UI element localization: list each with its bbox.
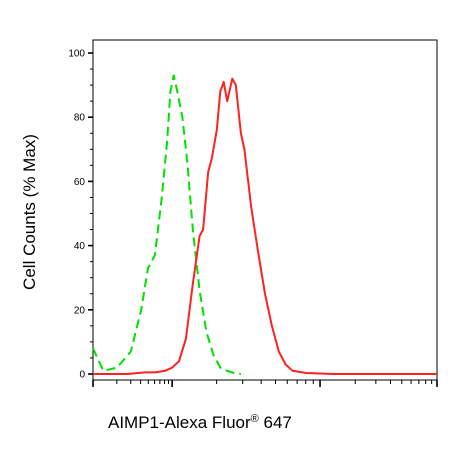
y-axis-ticks: 0 20 40 60 80 100 [68,49,93,381]
y-tick-label: 0 [79,370,85,381]
y-tick-label: 100 [68,49,85,60]
y-tick-label: 60 [74,177,86,188]
isotype-control-curve [92,74,242,375]
x-axis-ticks [92,380,438,387]
y-tick-label: 40 [74,241,86,252]
x-axis-title: AIMP1-Alexa Fluor® 647 [108,413,292,432]
sample-curve [93,77,437,375]
y-tick-label: 20 [74,305,86,316]
plot-border [92,39,438,381]
y-axis-title: Cell Counts (% Max) [20,134,39,290]
plot-frame [92,39,438,381]
series-group [92,74,437,375]
y-tick-label: 80 [74,113,86,124]
